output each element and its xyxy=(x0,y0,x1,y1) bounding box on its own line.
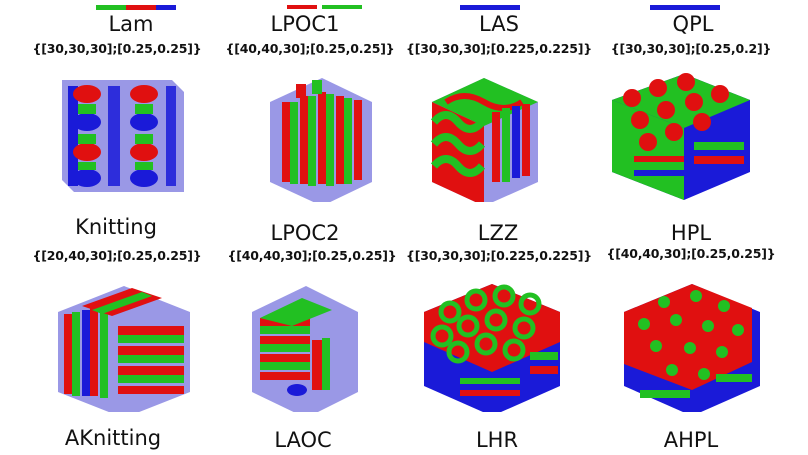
knitting-morphology-image xyxy=(52,282,212,412)
structure-name: Knitting xyxy=(75,215,157,239)
structure-name: AHPL xyxy=(663,428,719,452)
structure-parameters: {[30,30,30];[0.25,0.2]} xyxy=(610,41,772,56)
lamellae-cylinders-morphology-image xyxy=(242,282,402,412)
structure-parameters: {[30,30,30];[0.225,0.225]} xyxy=(406,41,592,56)
lam-morphology-image xyxy=(76,0,236,10)
hexagonal-perforated-morphology-image xyxy=(604,72,764,202)
dots-morphology-image xyxy=(620,282,780,412)
qpl-morphology-image xyxy=(620,0,780,10)
structure-parameters: {[40,40,30];[0.25,0.25]} xyxy=(225,41,395,56)
structure-name: LZZ xyxy=(477,221,519,245)
lamellae-cylinders-morphology-image xyxy=(242,72,402,202)
structure-parameters: {[40,40,30];[0.25,0.25]} xyxy=(606,246,776,261)
knitting-morphology-image xyxy=(42,72,202,202)
structure-name: LPOC2 xyxy=(270,221,340,245)
structure-name: LAOC xyxy=(274,428,332,452)
structure-name: AKnitting xyxy=(64,426,162,450)
structure-name: LAS xyxy=(479,12,519,36)
structure-parameters: {[20,40,30];[0.25,0.25]} xyxy=(32,248,202,263)
rings-morphology-image xyxy=(420,282,580,412)
lpoc1-morphology-image xyxy=(262,0,422,10)
structure-name: HPL xyxy=(670,221,712,245)
structure-parameters: {[30,30,30];[0.25,0.25]} xyxy=(32,41,202,56)
structure-parameters: {[40,40,30];[0.25,0.25]} xyxy=(227,248,397,263)
structure-parameters: {[30,30,30];[0.225,0.225]} xyxy=(406,248,592,263)
zigzag-morphology-image xyxy=(426,72,586,202)
structure-name: LHR xyxy=(475,428,519,452)
structure-name: QPL xyxy=(672,12,714,36)
structure-name: LPOC1 xyxy=(270,12,340,36)
las-morphology-image xyxy=(420,0,580,10)
structure-name: Lam xyxy=(108,12,154,36)
